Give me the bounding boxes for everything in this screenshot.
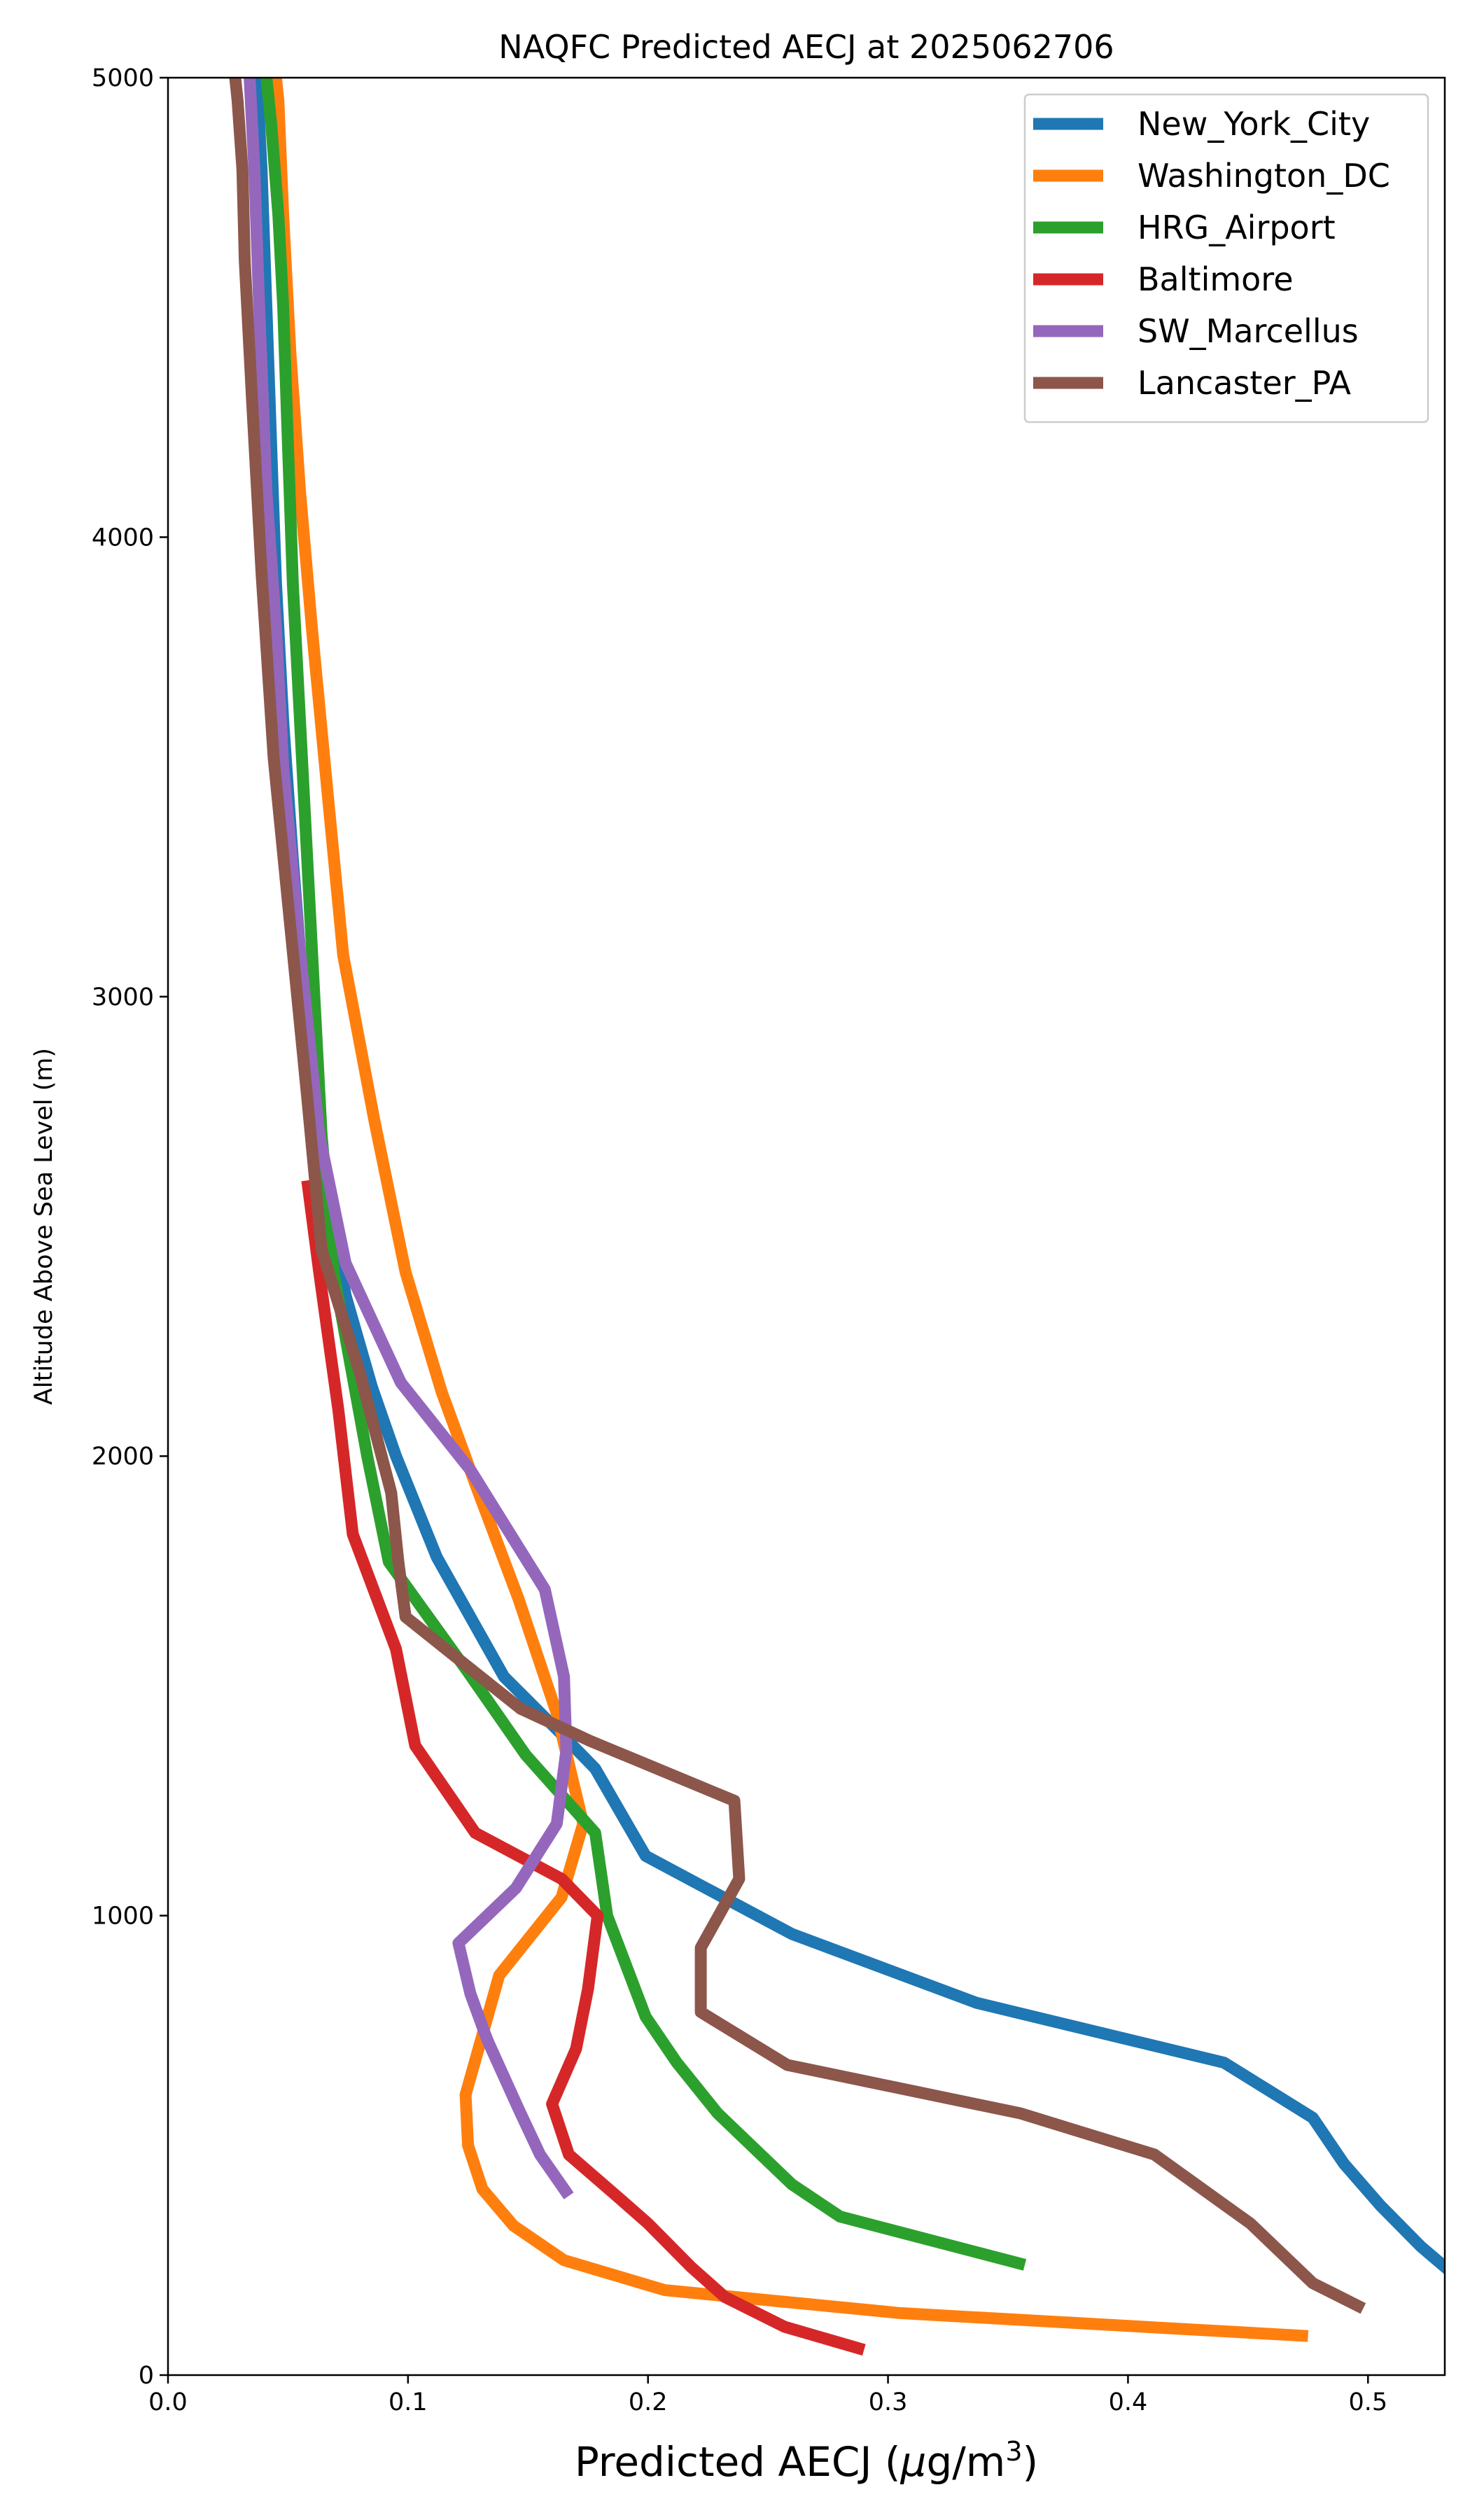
plot-frame [167,76,1446,2376]
x-tick-label: 0.2 [629,2388,668,2416]
legend-items: New_York_City Washington_DC HRG_Airport Bal… [1033,105,1390,402]
x-axis-label-unit: g/m [926,2438,1005,2486]
x-axis-label: Predicted AECJ (μg/m3) [575,2436,1038,2486]
legend-label: HRG_Airport [1138,209,1336,246]
series-line-hrg-airport [260,78,1027,2271]
x-axis: 0.0 0.1 0.2 0.3 0.4 0.5 [148,2375,1387,2416]
y-tick-label: 0 [139,2362,154,2390]
x-tick-label: 0.5 [1348,2388,1387,2416]
x-axis-label-close: ) [1023,2438,1039,2486]
legend-frame [1023,93,1429,424]
y-tick-label: 4000 [92,524,154,552]
x-axis-label-mu: μ [900,2438,927,2486]
series-line-sw-marcellus [244,78,574,2199]
series-line-lancaster-pa [229,78,1366,2314]
legend-label: Washington_DC [1138,157,1390,195]
legend-label: Baltimore [1138,260,1294,298]
series-line-washington-dc [270,78,1309,2342]
x-tick-label: 0.3 [869,2388,908,2416]
x-tick-label: 0.4 [1109,2388,1148,2416]
legend-label: SW_Marcellus [1138,312,1359,350]
y-axis-label: Altitude Above Sea Level (m) [30,1048,58,1405]
y-tick-label: 5000 [92,64,154,92]
x-tick-label: 0.1 [388,2388,428,2416]
y-tick-label: 1000 [92,1903,154,1931]
series-line-baltimore [301,1180,866,2356]
x-tick-label: 0.0 [148,2388,188,2416]
legend: New_York_City Washington_DC HRG_Airport Bal… [1023,93,1429,424]
series-layer [229,78,1445,2356]
x-axis-label-main: Predicted AECJ ( [575,2438,901,2486]
y-axis: 0 1000 2000 3000 4000 5000 [92,64,168,2390]
y-tick-label: 3000 [92,983,154,1011]
plot-area [167,76,1446,2376]
x-axis-label-superscript: 3 [1005,2436,1022,2467]
y-tick-label: 2000 [92,1443,154,1471]
legend-label: New_York_City [1138,105,1370,143]
legend-label: Lancaster_PA [1138,364,1351,402]
chart-title: NAQFC Predicted AECJ at 2025062706 [498,28,1114,66]
